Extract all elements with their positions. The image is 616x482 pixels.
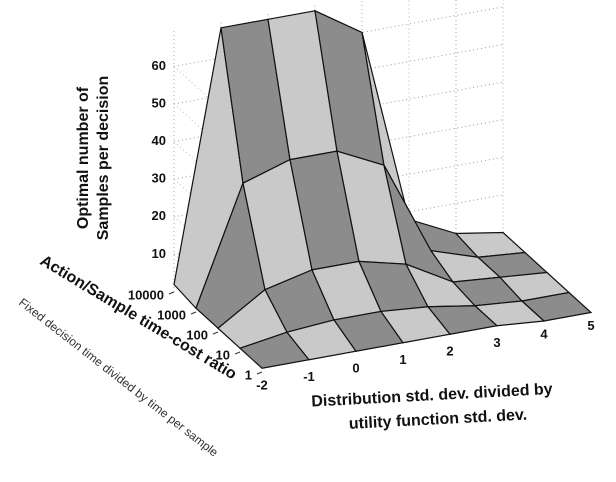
- surface: [173, 9, 593, 369]
- tick: [234, 351, 241, 355]
- y-sublabel: Fixed decision time divided by time per …: [16, 295, 221, 459]
- y-tick-label: 1: [245, 367, 252, 382]
- x-tick-label: -1: [303, 369, 315, 384]
- y-tick-label: 10: [216, 347, 230, 362]
- z-label: Samples per decision: [95, 76, 112, 241]
- x-tick-label: 3: [493, 335, 500, 350]
- x-tick-label: 0: [352, 360, 359, 375]
- x-label: utility function std. dev.: [348, 407, 527, 433]
- z-tick-label: 20: [152, 208, 166, 223]
- z-tick-label: 10: [152, 246, 166, 261]
- z-tick-label: 50: [152, 95, 166, 110]
- z-tick-label: 30: [152, 171, 166, 186]
- y-tick-label: 100: [186, 327, 208, 342]
- surface-patch: [520, 291, 593, 322]
- tick: [190, 311, 197, 315]
- z-label: Optimal number of: [75, 86, 92, 229]
- z-tick-label: 60: [152, 58, 166, 73]
- x-tick-label: 5: [587, 318, 594, 333]
- x-tick-label: 4: [540, 326, 548, 341]
- y-tick-label: 10000: [128, 287, 164, 302]
- tick: [256, 371, 263, 375]
- z-tick-label: 40: [152, 133, 166, 148]
- tick: [168, 291, 175, 295]
- tick: [212, 331, 219, 335]
- x-tick-label: 2: [446, 343, 453, 358]
- x-tick-label: 1: [399, 352, 406, 367]
- x-tick-label: -2: [256, 377, 268, 392]
- y-tick-label: 1000: [157, 307, 186, 322]
